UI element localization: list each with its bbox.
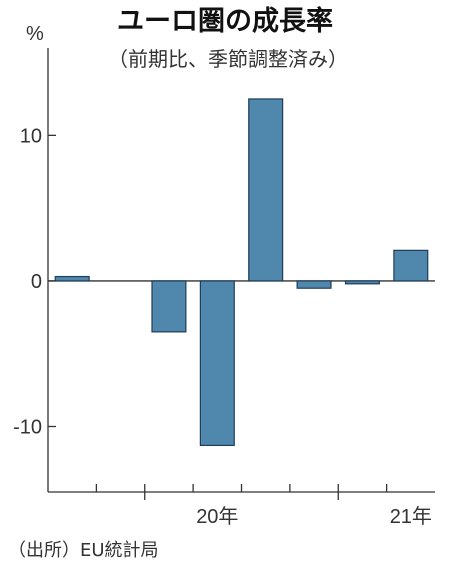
bar-2020Q4 [296, 280, 332, 289]
y-axis-unit: % [26, 23, 44, 45]
bar-2020Q1 [151, 280, 187, 333]
plot-area: 10 0 -10 20年 21年 [13, 48, 435, 528]
y-tick-label: 0 [31, 271, 42, 293]
x-year-label: 21年 [390, 505, 432, 528]
bar-2021Q2 [393, 249, 429, 282]
source-note: （出所）EU統計局 [8, 540, 159, 561]
bar-2020Q2 [199, 280, 235, 447]
chart-title: ユーロ圏の成長率 [117, 5, 333, 37]
y-tick-label: -10 [13, 416, 42, 438]
x-year-label: 20年 [196, 505, 238, 528]
bar-2020Q3 [248, 98, 284, 282]
y-tick-label: 10 [20, 125, 42, 147]
bar-2019Q4 [54, 275, 90, 282]
bar-2021Q1 [344, 280, 380, 285]
chart-subtitle: （前期比、季節調整済み） [108, 47, 348, 71]
